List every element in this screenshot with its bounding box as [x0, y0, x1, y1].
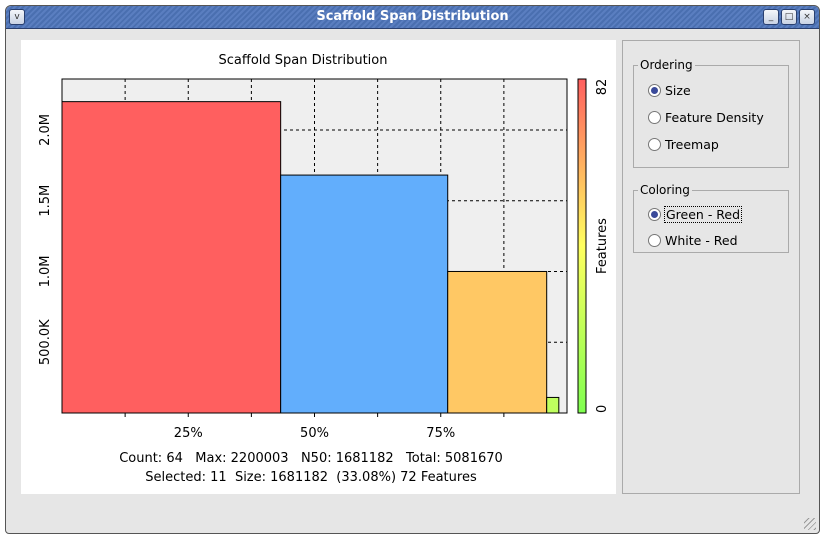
y-tick-label: 1.5M: [38, 185, 53, 217]
coloring-white-red-radio[interactable]: White - Red: [648, 233, 738, 248]
bar: [546, 396, 560, 414]
radio-label: Green - Red: [663, 206, 743, 223]
ordering-feature-density-radio[interactable]: Feature Density: [648, 110, 764, 125]
radio-icon: [648, 138, 661, 151]
close-button[interactable]: ×: [799, 9, 815, 25]
chart-panel: Scaffold Span Distribution 500.0K 1.0M 1.5…: [21, 40, 616, 494]
window-menu-button[interactable]: v: [9, 9, 25, 25]
radio-icon: [648, 84, 661, 97]
ordering-treemap-radio[interactable]: Treemap: [648, 137, 719, 152]
minimize-button[interactable]: _: [763, 9, 779, 25]
chart-title: Scaffold Span Distribution: [219, 53, 388, 68]
colorbar-max-label: 82: [595, 79, 610, 96]
ordering-group: Ordering Size Feature Density Treemap: [633, 58, 789, 168]
bar: [61, 101, 282, 414]
x-tick-label: 25%: [174, 426, 203, 441]
y-tick-label: 1.0M: [38, 256, 53, 288]
span-chart[interactable]: Scaffold Span Distribution 500.0K 1.0M 1.5…: [21, 40, 616, 494]
ordering-size-radio[interactable]: Size: [648, 83, 691, 98]
radio-icon: [648, 111, 661, 124]
bar: [280, 174, 449, 414]
ordering-label: Ordering: [640, 58, 693, 72]
coloring-label: Coloring: [640, 183, 690, 197]
x-tick-label: 50%: [300, 426, 329, 441]
radio-icon: [648, 234, 661, 247]
coloring-green-red-radio[interactable]: Green - Red: [648, 206, 743, 223]
stats-line-2: Selected: 11 Size: 1681182 (33.08%) 72 F…: [145, 470, 477, 485]
y-tick-label: 2.0M: [38, 114, 53, 146]
colorbar-title: Features: [595, 218, 610, 274]
bar: [447, 270, 548, 414]
stats-line-1: Count: 64 Max: 2200003 N50: 1681182 Tota…: [119, 451, 503, 466]
options-panel: Ordering Size Feature Density Treemap Co…: [622, 40, 800, 494]
resize-grip[interactable]: [804, 518, 816, 530]
radio-label: Size: [665, 83, 691, 98]
radio-icon: [648, 208, 661, 221]
radio-label: Treemap: [665, 137, 719, 152]
maximize-button[interactable]: □: [781, 9, 797, 25]
radio-label: White - Red: [665, 233, 738, 248]
window-title: Scaffold Span Distribution: [316, 9, 509, 24]
x-tick-label: 75%: [426, 426, 455, 441]
colorbar-min-label: 0: [595, 405, 610, 413]
colorbar: [577, 78, 587, 414]
coloring-group: Coloring Green - Red White - Red: [633, 183, 789, 253]
window: v Scaffold Span Distribution _ □ × Scaff…: [5, 5, 820, 534]
radio-label: Feature Density: [665, 110, 764, 125]
y-tick-label: 500.0K: [38, 319, 53, 365]
titlebar[interactable]: v Scaffold Span Distribution _ □ ×: [6, 6, 819, 29]
